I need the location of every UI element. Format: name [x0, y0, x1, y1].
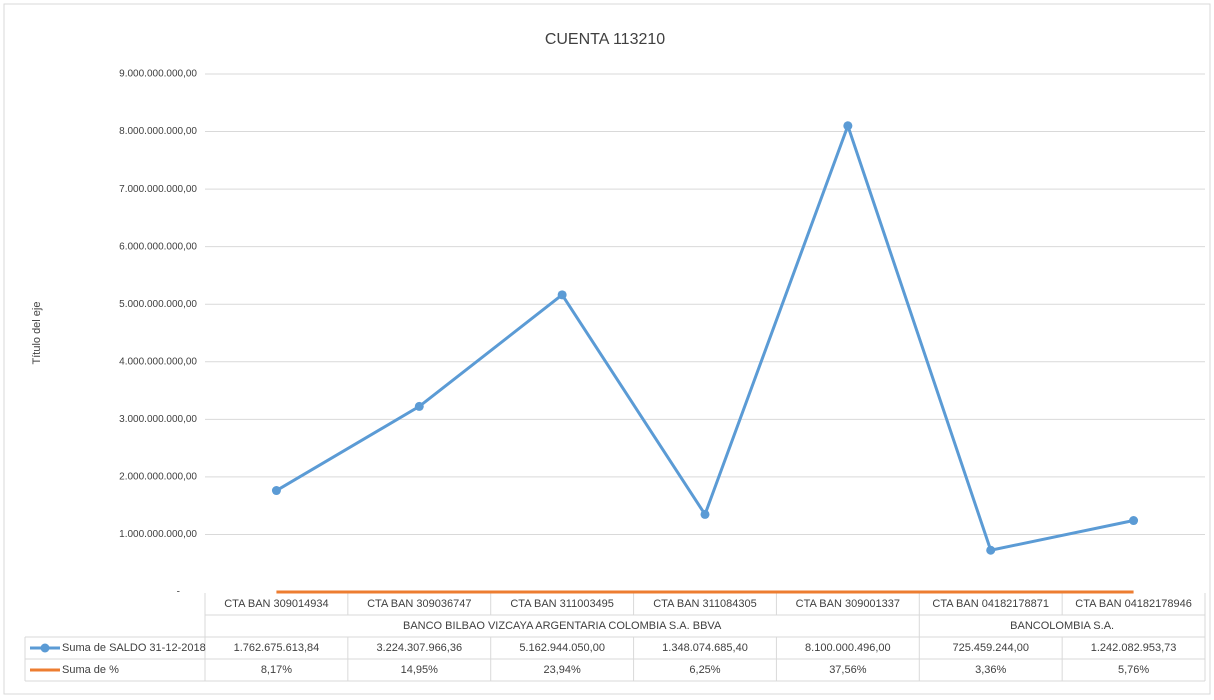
- x-tick-label: CTA BAN 311084305: [653, 598, 757, 610]
- chart-title: CUENTA 113210: [545, 31, 665, 48]
- y-tick-label: 2.000.000.000,00: [119, 472, 197, 483]
- legend-marker: [40, 643, 50, 653]
- point: [843, 121, 853, 131]
- group-label: BANCOLOMBIA S.A.: [1010, 620, 1114, 632]
- y-tick-label: 7.000.000.000,00: [119, 184, 197, 195]
- x-tick-label: CTA BAN 04182178871: [932, 598, 1049, 610]
- table-value: 23,94%: [543, 664, 581, 676]
- y-axis-title: Título del eje: [31, 302, 43, 365]
- group-label: BANCO BILBAO VIZCAYA ARGENTARIA COLOMBIA…: [403, 620, 722, 632]
- table-value: 1.348.074.685,40: [662, 642, 748, 654]
- table-value: 8,17%: [261, 664, 292, 676]
- table-value: 3,36%: [975, 664, 1006, 676]
- table-value: 5,76%: [1118, 664, 1149, 676]
- y-tick-label: 1.000.000.000,00: [119, 529, 197, 540]
- y-tick-label: 9.000.000.000,00: [119, 69, 197, 80]
- chart-border: [3, 3, 1211, 695]
- y-tick-label: 3.000.000.000,00: [119, 414, 197, 425]
- table-value: 1.242.082.953,73: [1091, 642, 1177, 654]
- point: [700, 509, 710, 519]
- point: [414, 401, 424, 411]
- table-value: 5.162.944.050,00: [519, 642, 605, 654]
- point: [986, 545, 996, 555]
- table-value: 8.100.000.496,00: [805, 642, 891, 654]
- x-tick-label: CTA BAN 309014934: [224, 598, 328, 610]
- x-tick-label: CTA BAN 04182178946: [1075, 598, 1192, 610]
- legend-label: Suma de %: [62, 664, 119, 676]
- x-tick-label: CTA BAN 309001337: [796, 598, 900, 610]
- point: [1129, 516, 1139, 526]
- legend-label: Suma de SALDO 31-12-2018: [62, 642, 206, 654]
- point: [557, 290, 567, 300]
- table-value: 725.459.244,00: [952, 642, 1028, 654]
- table-value: 37,56%: [829, 664, 867, 676]
- point: [271, 486, 281, 496]
- y-tick-label: 8.000.000.000,00: [119, 126, 197, 137]
- table-value: 3.224.307.966,36: [376, 642, 462, 654]
- y-tick-label: 5.000.000.000,00: [119, 299, 197, 310]
- y-tick-label: 4.000.000.000,00: [119, 356, 197, 367]
- table-value: 6,25%: [689, 664, 720, 676]
- table-value: 14,95%: [401, 664, 439, 676]
- x-tick-label: CTA BAN 309036747: [367, 598, 471, 610]
- y-tick-label: 6.000.000.000,00: [119, 241, 197, 252]
- table-value: 1.762.675.613,84: [234, 642, 320, 654]
- x-tick-label: CTA BAN 311003495: [510, 598, 614, 610]
- y-tick-label: -: [177, 587, 180, 598]
